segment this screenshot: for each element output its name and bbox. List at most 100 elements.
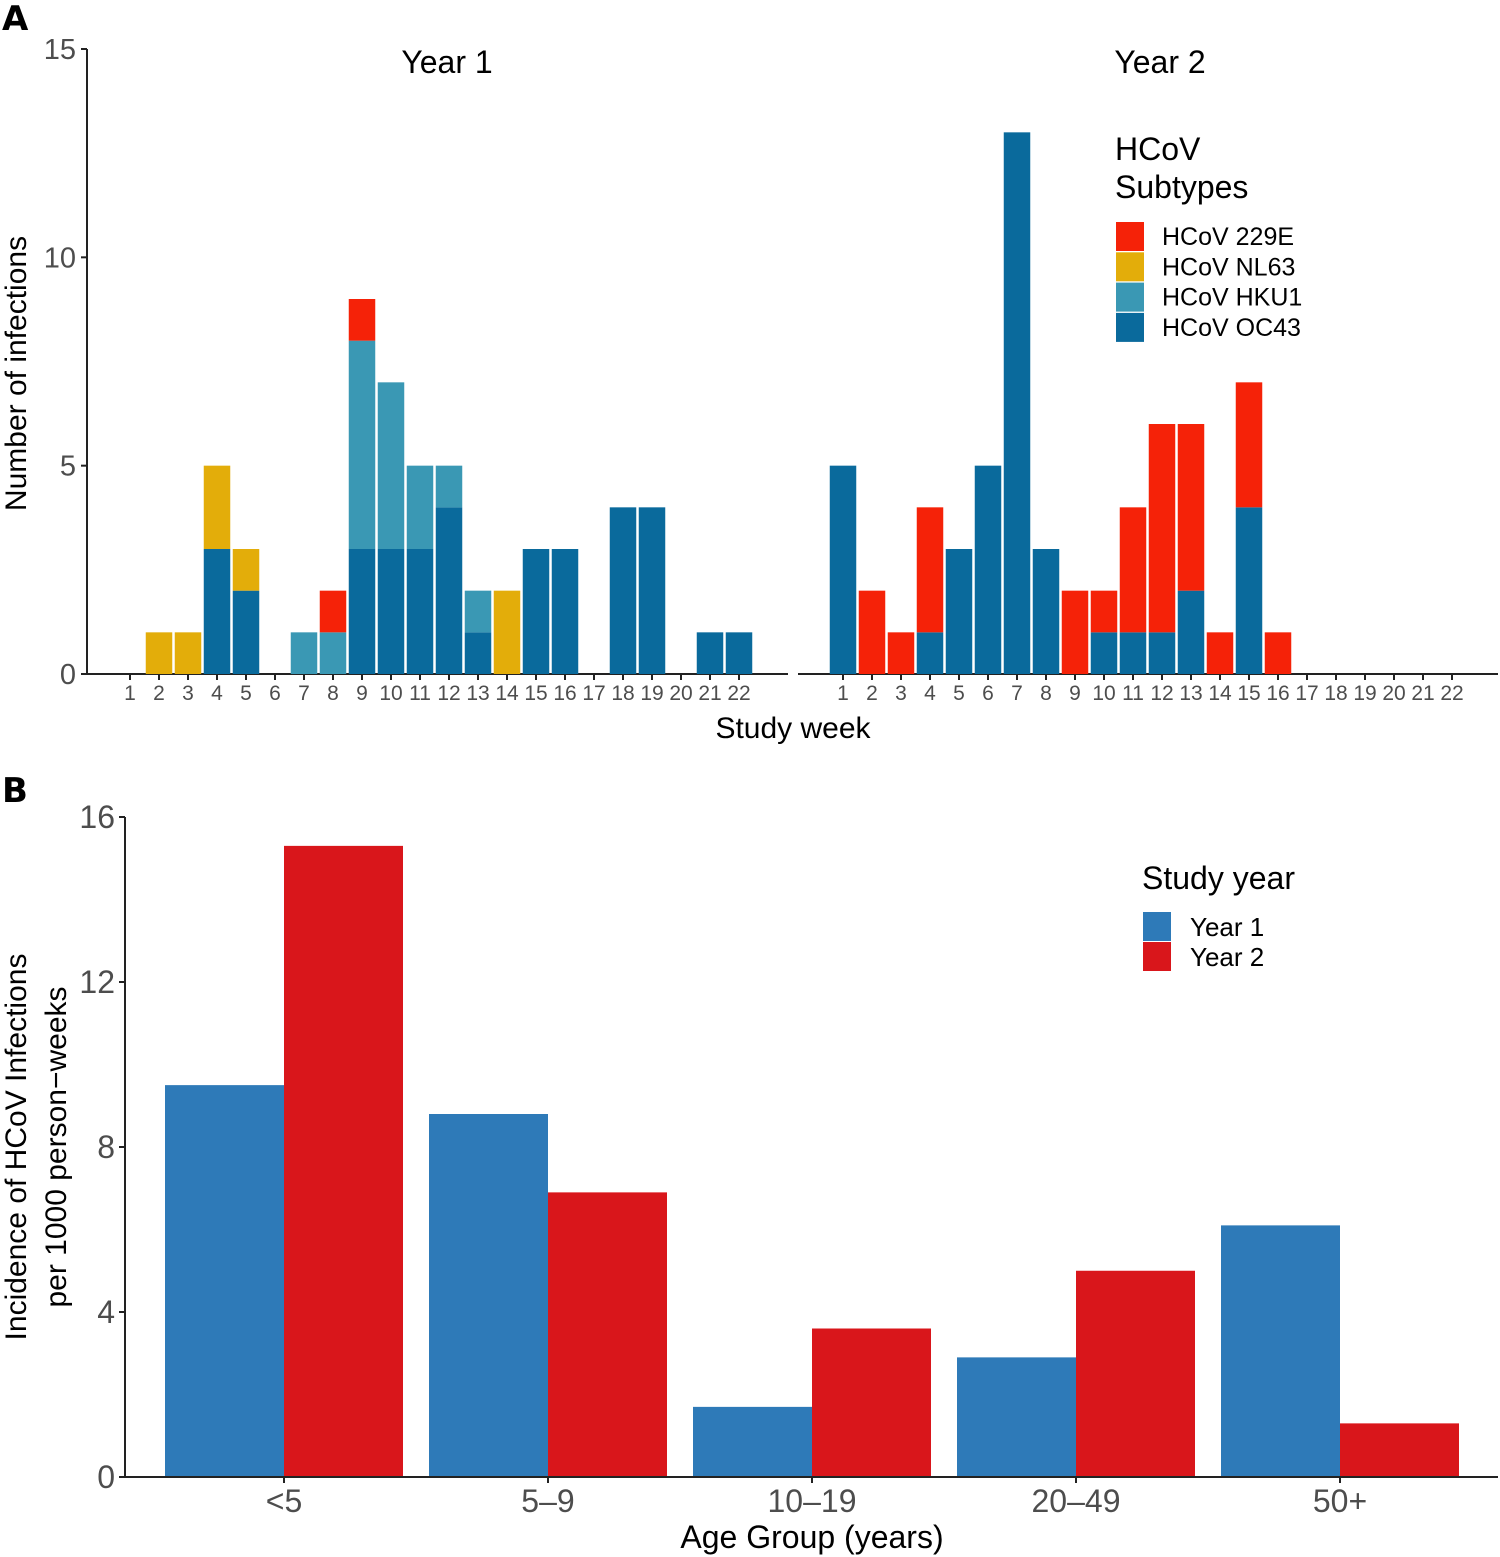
x-tick-label: 2 [866, 682, 878, 705]
bar-year-2 [284, 845, 403, 1477]
legend-title: Study year [1142, 860, 1295, 896]
legend-label: HCoV HKU1 [1162, 284, 1302, 312]
x-tick-label: 13 [1179, 682, 1202, 705]
legend-label: Year 2 [1190, 942, 1264, 972]
bar-segment-hcov-229e [887, 632, 915, 674]
bar-segment-hcov-oc43 [1235, 507, 1263, 674]
bar-segment-hcov-229e [1061, 590, 1089, 674]
y-tick-label: 5 [60, 451, 76, 483]
x-tick-label: 2 [153, 682, 165, 705]
x-tick-label: 7 [1011, 682, 1023, 705]
bar-segment-hcov-oc43 [232, 590, 260, 674]
x-tick-label: 20 [669, 682, 692, 705]
bar-segment-hcov-oc43 [522, 549, 550, 674]
x-tick-label: 5–9 [521, 1483, 574, 1519]
x-tick-label: 17 [582, 682, 605, 705]
bar-segment-hcov-nl63 [232, 549, 260, 591]
x-tick-label: 5 [240, 682, 252, 705]
bar-segment-hcov-nl63 [203, 465, 231, 549]
bar-segment-hcov-nl63 [493, 590, 521, 674]
bar-segment-hcov-hku1 [290, 632, 318, 674]
bar-year-1 [429, 1114, 548, 1477]
x-tick-label: 12 [437, 682, 460, 705]
bar-year-1 [693, 1406, 812, 1477]
y-tick-label: 0 [60, 659, 76, 691]
x-tick-label: 19 [1353, 682, 1376, 705]
x-tick-label: 8 [327, 682, 339, 705]
bar-year-2 [812, 1328, 931, 1477]
bar-segment-hcov-oc43 [974, 465, 1002, 674]
y-tick-label: 12 [79, 964, 115, 1000]
y-tick-label: 16 [79, 799, 115, 835]
panel-b-letter: B [2, 771, 28, 811]
x-tick-label: 13 [466, 682, 489, 705]
legend-swatch [1116, 222, 1144, 251]
y-tick-label: 8 [97, 1129, 115, 1165]
legend-label: HCoV 229E [1162, 223, 1294, 251]
bar-year-1 [165, 1085, 284, 1477]
x-tick-label: 15 [524, 682, 547, 705]
x-tick-label: 20–49 [1032, 1483, 1121, 1519]
bar-segment-hcov-oc43 [696, 632, 724, 674]
bar-segment-hcov-oc43 [435, 507, 463, 674]
bar-segment-hcov-oc43 [377, 549, 405, 674]
x-tick-label: 9 [356, 682, 368, 705]
y-tick-label: 4 [97, 1294, 115, 1330]
x-tick-label: 21 [698, 682, 721, 705]
panel-b: 0 4 8 12 16 Incidence of HCoV Infections per 1… [0, 799, 1498, 1555]
bar-segment-hcov-oc43 [406, 549, 434, 674]
x-tick-label: 1 [124, 682, 136, 705]
x-tick-label: 4 [211, 682, 223, 705]
x-tick-label: 4 [924, 682, 936, 705]
facet-title: Year 1 [401, 44, 492, 80]
bar-segment-hcov-229e [348, 299, 376, 341]
legend-swatch [1116, 252, 1144, 282]
x-tick-label: 20 [1382, 682, 1405, 705]
x-tick-label: 16 [553, 682, 576, 705]
bar-segment-hcov-229e [1090, 590, 1118, 633]
bar-segment-hcov-229e [916, 507, 944, 633]
bar-segment-hcov-oc43 [551, 549, 579, 674]
x-tick-label: 22 [727, 682, 750, 705]
bar-segment-hcov-nl63 [145, 632, 173, 674]
bar-segment-hcov-hku1 [435, 465, 463, 508]
x-axis-title: Study week [715, 712, 871, 745]
legend-swatch [1116, 282, 1144, 312]
bar-segment-hcov-hku1 [319, 632, 347, 674]
bar-segment-hcov-oc43 [1003, 132, 1031, 675]
bar-segment-hcov-229e [319, 590, 347, 633]
y-axis-title: Number of infections [0, 236, 33, 511]
x-tick-label: 8 [1040, 682, 1052, 705]
x-tick-label: 6 [982, 682, 994, 705]
x-tick-label: 6 [269, 682, 281, 705]
x-tick-label: 1 [837, 682, 849, 705]
bar-segment-hcov-hku1 [464, 590, 492, 633]
bar-segment-hcov-oc43 [638, 507, 666, 674]
x-tick-label: 12 [1150, 682, 1173, 705]
bar-segment-hcov-nl63 [174, 632, 202, 674]
legend-swatch [1143, 912, 1171, 941]
x-tick-label: 9 [1069, 682, 1081, 705]
legend-title: Subtypes [1115, 169, 1248, 205]
bar-segment-hcov-oc43 [725, 632, 753, 674]
x-tick-label: 17 [1295, 682, 1318, 705]
bar-segment-hcov-oc43 [1177, 590, 1205, 674]
bar-year-2 [1340, 1423, 1459, 1477]
x-tick-label: 3 [182, 682, 194, 705]
legend-label: HCoV OC43 [1162, 314, 1301, 342]
bar-segment-hcov-229e [1206, 632, 1234, 674]
bar-segment-hcov-229e [1177, 424, 1205, 591]
bar-segment-hcov-229e [1148, 424, 1176, 633]
bar-segment-hcov-oc43 [348, 549, 376, 674]
bar-segment-hcov-oc43 [945, 549, 973, 674]
bar-segment-hcov-oc43 [1032, 549, 1060, 674]
x-tick-label: 16 [1266, 682, 1289, 705]
bar-segment-hcov-oc43 [609, 507, 637, 674]
x-tick-label: 11 [1122, 682, 1144, 705]
bar-segment-hcov-oc43 [203, 549, 231, 674]
y-tick-label: 0 [97, 1459, 115, 1495]
